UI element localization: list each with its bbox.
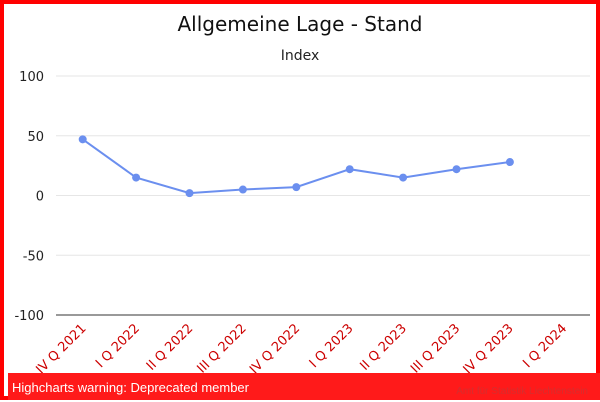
x-tick-label: IV Q 2023 — [461, 321, 517, 377]
x-tick-label: IV Q 2022 — [247, 321, 303, 377]
data-point[interactable] — [185, 189, 194, 198]
line-chart: Allgemeine Lage - Stand Index -100 -50 0 50… — [14, 12, 590, 377]
x-tick-label: I Q 2022 — [93, 321, 143, 371]
data-point[interactable] — [78, 135, 87, 144]
x-tick-label: II Q 2022 — [144, 321, 197, 374]
x-tick-label: III Q 2022 — [195, 321, 250, 376]
data-point[interactable] — [238, 185, 247, 194]
x-tick-label: I Q 2024 — [520, 321, 570, 371]
y-tick-label: 100 — [19, 70, 44, 85]
credits-link[interactable]: Amt für Statistik Liechtenstein — [456, 386, 588, 397]
y-tick-label: -50 — [23, 249, 44, 264]
data-point[interactable] — [292, 183, 301, 192]
y-axis-ticks: -100 -50 0 50 100 — [14, 70, 44, 324]
data-point[interactable] — [132, 173, 141, 182]
data-point[interactable] — [399, 173, 408, 182]
x-tick-label: III Q 2023 — [408, 321, 463, 376]
y-tick-label: 50 — [27, 130, 44, 145]
data-point[interactable] — [345, 165, 354, 174]
series-group — [78, 135, 514, 198]
highcharts-warning: Highcharts warning: Deprecated member — [8, 373, 600, 400]
y-tick-label: 0 — [36, 190, 44, 205]
chart-title: Allgemeine Lage - Stand — [178, 12, 423, 36]
chart-subtitle: Index — [281, 48, 320, 64]
x-tick-label: IV Q 2021 — [33, 321, 89, 377]
y-tick-label: -100 — [14, 309, 44, 324]
data-point[interactable] — [505, 158, 514, 167]
grid-lines — [56, 75, 590, 316]
x-tick-label: I Q 2023 — [307, 321, 357, 371]
x-tick-label: II Q 2023 — [357, 321, 410, 374]
data-point[interactable] — [452, 165, 461, 174]
